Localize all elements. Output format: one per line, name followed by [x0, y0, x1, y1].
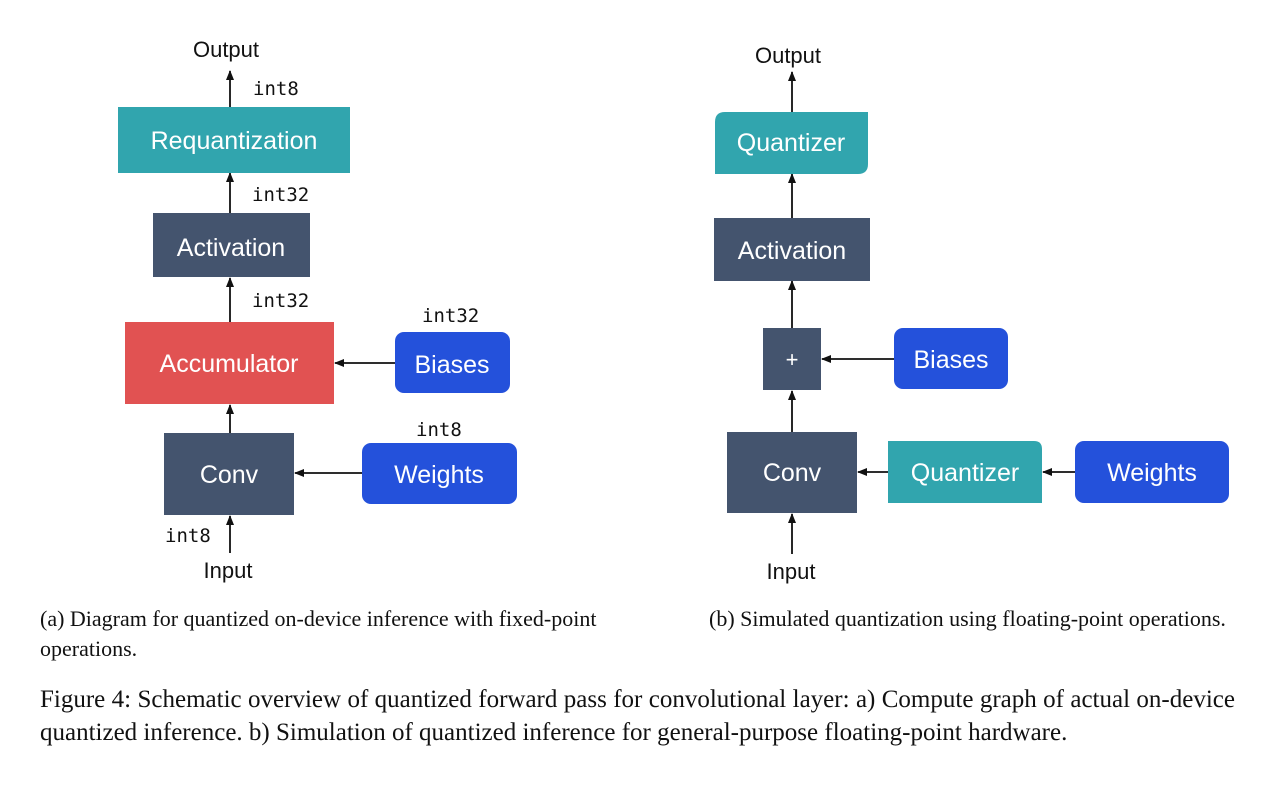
panel-a: Requantization Activation Accumulator Co…: [118, 37, 517, 583]
dtype-weights-a: int8: [416, 419, 462, 441]
activation-label-b: Activation: [738, 237, 846, 265]
dtype-biases-a: int32: [422, 305, 479, 327]
biases-label-b: Biases: [913, 346, 988, 374]
input-label-b: Input: [767, 559, 816, 584]
subcaption-b: (b) Simulated quantization using floatin…: [709, 604, 1239, 634]
quantizer-top-label: Quantizer: [737, 129, 845, 157]
accumulator-label: Accumulator: [160, 350, 299, 378]
quantizer-weights-label: Quantizer: [911, 459, 1019, 487]
dtype-activation-out-a: int32: [252, 184, 309, 206]
dtype-input-a: int8: [165, 525, 211, 547]
biases-label-a: Biases: [414, 351, 489, 379]
subcaption-a: (a) Diagram for quantized on-device infe…: [40, 604, 600, 664]
plus-label: +: [786, 347, 799, 372]
weights-label-b: Weights: [1107, 459, 1197, 487]
figure-caption: Figure 4: Schematic overview of quantize…: [40, 683, 1235, 749]
output-label-a: Output: [193, 37, 259, 62]
panel-b: Quantizer Activation + Biases Conv Quant…: [714, 43, 1229, 584]
diagram-canvas: Requantization Activation Accumulator Co…: [0, 0, 1285, 600]
output-label-b: Output: [755, 43, 821, 68]
weights-label-a: Weights: [394, 461, 484, 489]
activation-label-a: Activation: [177, 234, 285, 262]
conv-label-b: Conv: [763, 459, 822, 487]
input-label-a: Input: [204, 558, 253, 583]
dtype-output-a: int8: [253, 78, 299, 100]
dtype-accumulator-out-a: int32: [252, 290, 309, 312]
requantization-label: Requantization: [151, 127, 318, 155]
conv-label-a: Conv: [200, 461, 259, 489]
